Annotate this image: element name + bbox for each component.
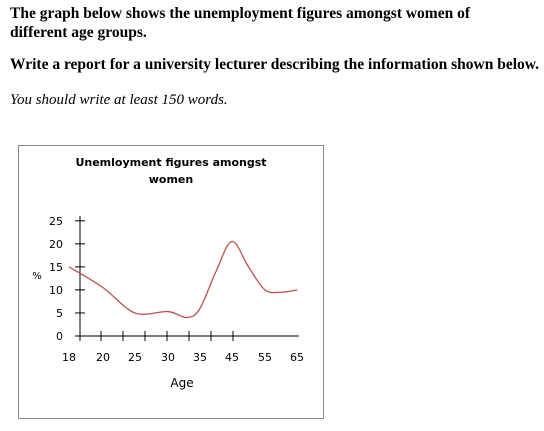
x-tick-label: 20 bbox=[96, 351, 110, 364]
chart-title-line-1: Unemloyment figures amongst bbox=[75, 156, 266, 169]
x-tick-label: 55 bbox=[258, 351, 272, 364]
task-prompt: The graph below shows the unemployment f… bbox=[10, 5, 470, 41]
word-count-note: You should write at least 150 words. bbox=[10, 92, 228, 108]
y-tick-label: 20 bbox=[49, 238, 63, 251]
x-tick-label: 18 bbox=[62, 351, 76, 364]
y-axis-label: % bbox=[32, 271, 42, 282]
y-tick-label: 25 bbox=[49, 215, 63, 228]
x-tick-label: 65 bbox=[290, 351, 304, 364]
series-group bbox=[68, 240, 298, 319]
x-axis-label: Age bbox=[170, 376, 193, 390]
x-tick-label: 25 bbox=[128, 351, 142, 364]
x-tick-group: 18 20 25 30 35 45 55 65 bbox=[62, 331, 304, 364]
y-tick-label: 0 bbox=[56, 330, 63, 343]
x-tick-label: 35 bbox=[193, 351, 207, 364]
chart-title-line-2: women bbox=[149, 173, 193, 186]
y-tick-group: 0 5 10 15 20 25 bbox=[49, 215, 85, 343]
y-tick-label: 10 bbox=[49, 284, 63, 297]
x-tick-label: 45 bbox=[225, 351, 239, 364]
y-tick-label: 5 bbox=[56, 307, 63, 320]
unemployment-series-line bbox=[68, 240, 298, 319]
x-tick-label: 30 bbox=[161, 351, 175, 364]
chart-frame: Unemloyment figures amongst women 0 5 10 15… bbox=[18, 145, 324, 419]
y-tick-label: 15 bbox=[49, 261, 63, 274]
unemployment-line-chart: Unemloyment figures amongst women 0 5 10 15… bbox=[32, 156, 304, 390]
task-instruction: Write a report for a university lecturer… bbox=[10, 56, 539, 73]
